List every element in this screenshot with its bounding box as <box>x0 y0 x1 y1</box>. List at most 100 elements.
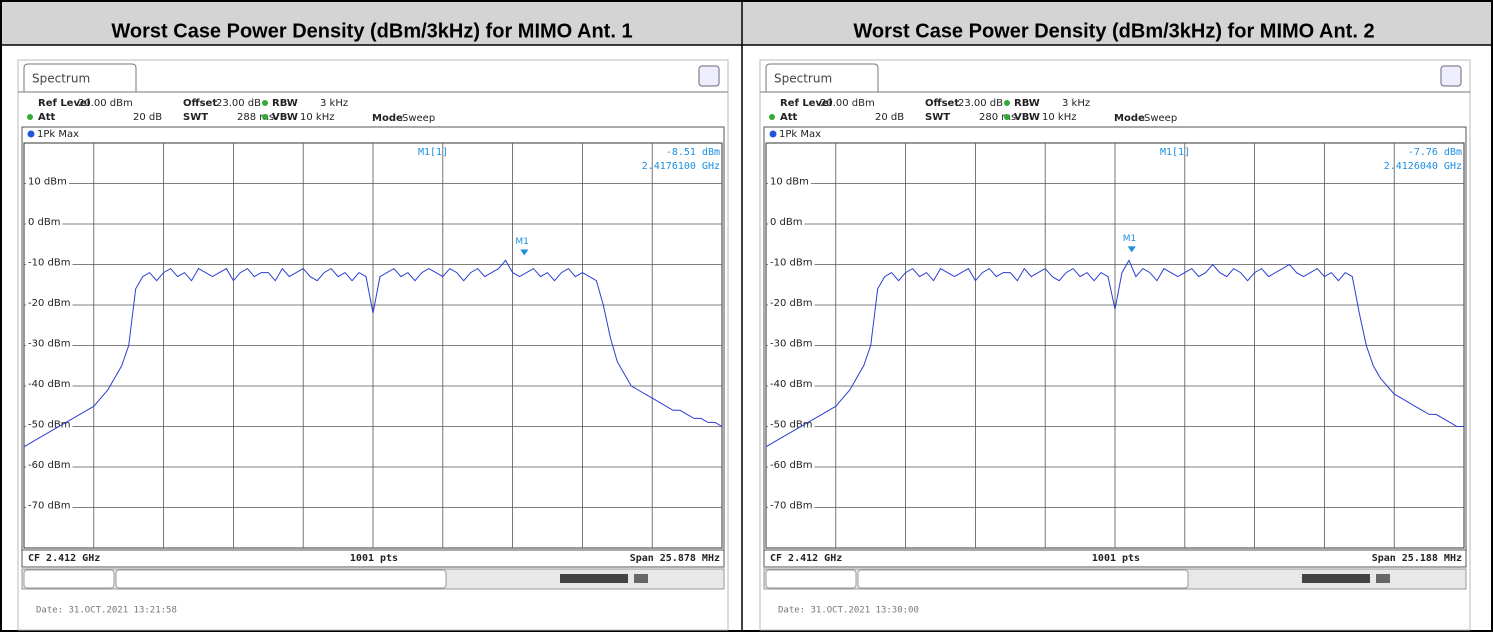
y-tick-label: -10 dBm <box>770 258 812 269</box>
label-bg <box>768 499 815 512</box>
y-tick-label: -20 dBm <box>28 298 70 309</box>
y-tick-label: -70 dBm <box>28 501 70 512</box>
info: 20.00 dBm <box>820 98 875 109</box>
info: 20.00 dBm <box>78 98 133 109</box>
y-tick-label: 0 dBm <box>28 217 61 228</box>
center-label: CF 2.412 GHz <box>28 553 100 564</box>
y-tick-label: -70 dBm <box>770 501 812 512</box>
marker <box>1127 246 1136 253</box>
panel: Worst Case Power Density (dBm/3kHz) for … <box>759 20 1471 631</box>
info: 20 dB <box>133 112 162 123</box>
info: Offset <box>183 98 217 109</box>
trace <box>765 259 1464 448</box>
label-bg <box>26 378 73 390</box>
marker-readout: M1[1] <box>418 147 448 158</box>
marker-readout: M1[1] <box>1160 147 1190 158</box>
info: 288 ms <box>237 112 274 123</box>
info: Att <box>38 112 56 123</box>
points-label: 1001 pts <box>1092 553 1140 564</box>
marker-freq: 2.4176100 GHz <box>642 161 720 172</box>
status-dot <box>262 100 268 106</box>
icon <box>1440 65 1462 87</box>
icon <box>698 65 720 87</box>
info: 280 ms <box>979 112 1016 123</box>
status-dot <box>27 114 33 120</box>
label-bg <box>768 256 815 269</box>
info: RBW <box>1014 98 1040 109</box>
marker-label: M1 <box>1123 234 1137 244</box>
info: 20 dB <box>875 112 904 123</box>
label-bg <box>26 499 73 512</box>
y-tick-label: -20 dBm <box>770 298 812 309</box>
progress-icon <box>1376 574 1390 583</box>
label-bg <box>26 337 73 350</box>
label-bg <box>26 256 73 269</box>
panel: Worst Case Power Density (dBm/3kHz) for … <box>17 20 729 631</box>
y-tick-label: -50 dBm <box>770 420 812 431</box>
y-tick-label: 0 dBm <box>770 217 803 228</box>
y-tick-label: -30 dBm <box>770 339 812 350</box>
panel-title: Worst Case Power Density (dBm/3kHz) for … <box>111 20 632 42</box>
info: Mode <box>372 113 403 124</box>
info: RBW <box>272 98 298 109</box>
y-tick-label: 10 dBm <box>770 177 809 188</box>
label-bg <box>768 459 815 471</box>
y-tick-label: -50 dBm <box>28 420 70 431</box>
span-label: Span 25.878 MHz <box>630 553 720 564</box>
trace-dot <box>769 130 777 138</box>
label-bg <box>768 418 815 431</box>
label-bg <box>26 418 73 431</box>
marker-value: -8.51 dBm <box>666 147 720 158</box>
y-tick-label: -40 dBm <box>28 379 70 390</box>
trace-label: 1Pk Max <box>37 129 79 140</box>
header-bg <box>1 1 1492 45</box>
y-tick-label: -30 dBm <box>28 339 70 350</box>
marker-freq: 2.4126040 GHz <box>1384 161 1462 172</box>
tab <box>23 63 137 92</box>
label-bg <box>26 216 63 228</box>
input-box <box>115 569 447 589</box>
label-bg <box>768 175 811 188</box>
points-label: 1001 pts <box>350 553 398 564</box>
y-tick-label: -10 dBm <box>28 258 70 269</box>
info: SWT <box>183 112 208 123</box>
info: VBW <box>1014 112 1040 123</box>
input-box <box>23 569 115 589</box>
info: 23.00 dB <box>958 98 1003 109</box>
status-dot <box>262 114 268 120</box>
info: 23.00 dB <box>216 98 261 109</box>
date: Date: 31.OCT.2021 13:21:58 <box>36 606 177 616</box>
info: Offset <box>925 98 959 109</box>
status-dot <box>1004 114 1010 120</box>
status-dot <box>1004 100 1010 106</box>
tab-label: Spectrum <box>774 72 832 86</box>
progress <box>1302 574 1370 583</box>
info: Ref Level <box>780 98 832 109</box>
tab <box>765 63 879 92</box>
center-label: CF 2.412 GHz <box>770 553 842 564</box>
y-tick-label: -60 dBm <box>770 460 812 471</box>
info: 3 kHz <box>320 98 348 109</box>
trace-label: 1Pk Max <box>779 129 821 140</box>
info: Sweep <box>1144 113 1177 124</box>
label-bg <box>26 459 73 471</box>
date: Date: 31.OCT.2021 13:30:00 <box>778 606 919 616</box>
info: 10 kHz <box>1042 112 1076 123</box>
label-bg <box>768 216 805 228</box>
input-box <box>857 569 1189 589</box>
label-bg <box>768 297 815 309</box>
info: 10 kHz <box>300 112 334 123</box>
info: SWT <box>925 112 950 123</box>
marker-value: -7.76 dBm <box>1408 147 1462 158</box>
status-dot <box>769 114 775 120</box>
info: Mode <box>1114 113 1145 124</box>
trace <box>23 259 723 448</box>
y-tick-label: -40 dBm <box>770 379 812 390</box>
progress-icon <box>634 574 648 583</box>
input-box <box>765 569 857 589</box>
marker <box>520 249 529 256</box>
label-bg <box>768 378 815 390</box>
span-label: Span 25.188 MHz <box>1372 553 1462 564</box>
